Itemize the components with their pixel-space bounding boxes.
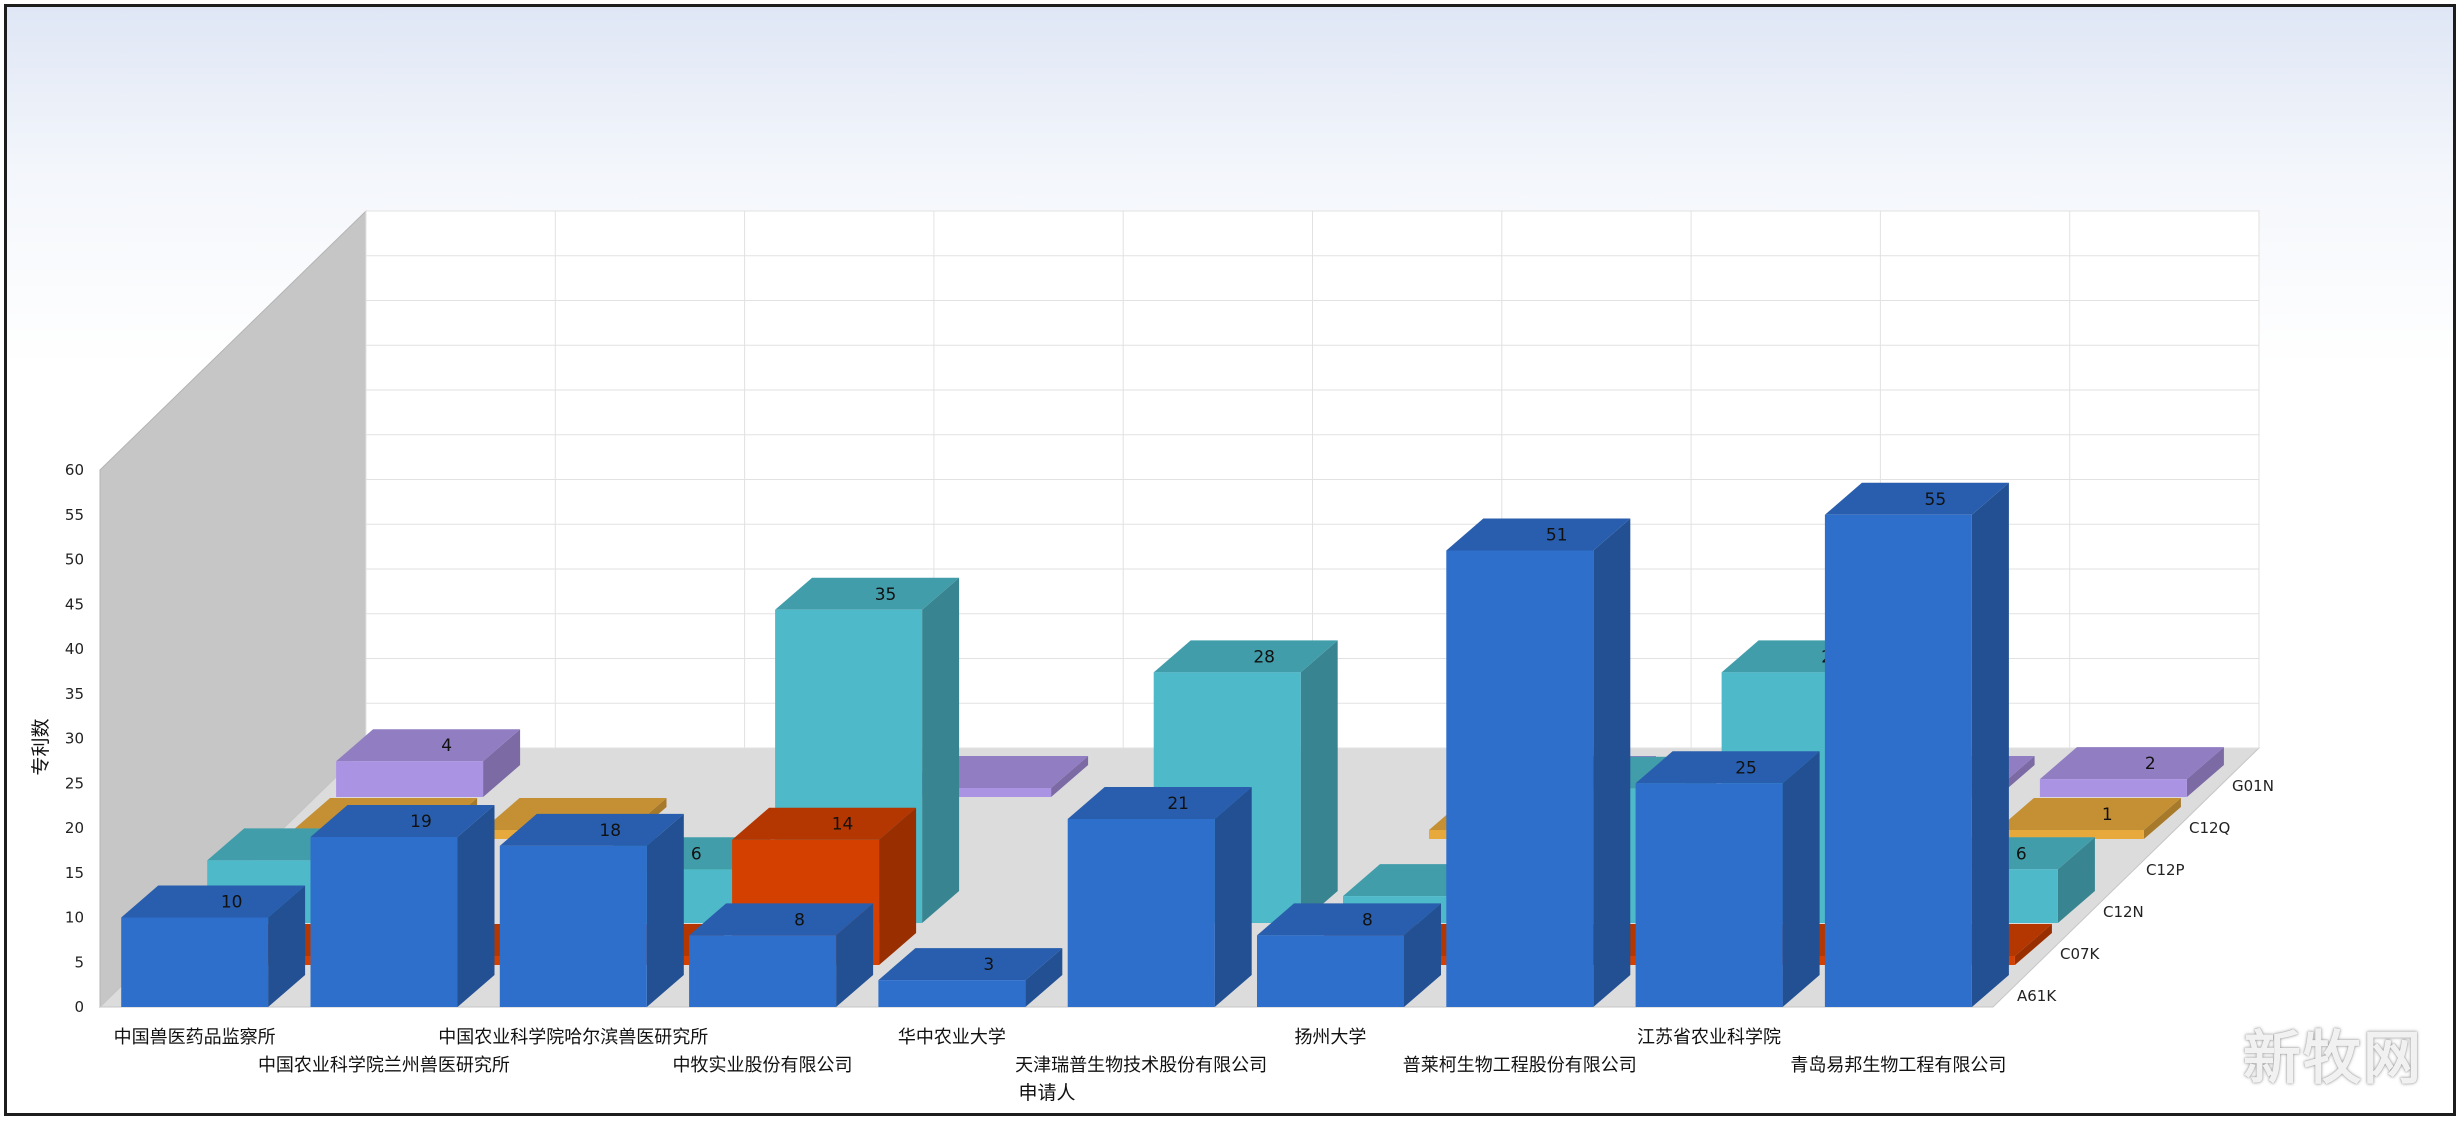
y-tick-label: 15 xyxy=(65,864,84,882)
bar-value-label: 6 xyxy=(2016,844,2027,864)
y-tick-label: 25 xyxy=(65,774,84,792)
y-tick-label: 10 xyxy=(65,909,84,927)
bars: 4211176352832861410191883218512555 xyxy=(121,482,2224,1007)
bar-value-label: 51 xyxy=(1546,526,1568,546)
category-label: 青岛易邦生物工程有限公司 xyxy=(1790,1055,2006,1076)
bar-value-label: 3 xyxy=(983,955,994,975)
category-label: 华中农业大学 xyxy=(898,1027,1006,1048)
category-label: 江苏省农业科学院 xyxy=(1637,1027,1781,1048)
series-label-G01N: G01N xyxy=(2232,777,2274,795)
bar-value-label: 10 xyxy=(221,893,243,913)
y-axis-title: 专利数 xyxy=(30,718,52,775)
bar-value-label: 8 xyxy=(794,910,805,930)
category-label: 中国农业科学院兰州兽医研究所 xyxy=(258,1055,510,1076)
category-label: 普莱柯生物工程股份有限公司 xyxy=(1403,1055,1637,1076)
series-label-C12Q: C12Q xyxy=(2189,819,2230,837)
y-tick-label: 0 xyxy=(74,998,84,1016)
bar-value-label: 21 xyxy=(1167,794,1189,814)
bar-G01N-9: 2 xyxy=(2039,747,2224,797)
bar-value-label: 8 xyxy=(1362,910,1373,930)
bar-A61K-3: 8 xyxy=(689,903,874,1007)
bar-value-label: 6 xyxy=(691,844,702,864)
bar-A61K-1: 19 xyxy=(310,805,495,1007)
y-tick-label: 30 xyxy=(65,730,84,748)
bar-A61K-6: 8 xyxy=(1257,903,1441,1007)
y-axis-ticks: 0 5 10 15 20 25 30 35 40 45 50 55 60 xyxy=(65,461,84,1016)
watermark: 新牧网 xyxy=(2242,1024,2423,1092)
bar-A61K-4: 3 xyxy=(878,948,1063,1007)
bar-value-label: 19 xyxy=(410,812,432,832)
bar-A61K-8: 25 xyxy=(1635,751,1820,1007)
bar-value-label: 35 xyxy=(875,585,897,605)
category-label: 天津瑞普生物技术股份有限公司 xyxy=(1015,1055,1267,1076)
y-tick-label: 45 xyxy=(65,595,84,613)
y-tick-label: 5 xyxy=(74,953,84,971)
bar-A61K-2: 18 xyxy=(499,813,684,1007)
bar-value-label: 25 xyxy=(1735,758,1757,778)
series-axis-labels: A61K C07K C12N C12P C12Q G01N xyxy=(2017,777,2274,1005)
category-label: 中国兽医药品监察所 xyxy=(114,1027,276,1048)
y-tick-label: 55 xyxy=(65,506,84,524)
category-label: 中国农业科学院哈尔滨兽医研究所 xyxy=(438,1027,708,1048)
y-tick-label: 20 xyxy=(65,819,84,837)
bar-value-label: 28 xyxy=(1253,647,1275,667)
y-tick-label: 60 xyxy=(65,461,84,479)
category-label: 扬州大学 xyxy=(1294,1027,1366,1048)
y-tick-label: 50 xyxy=(65,551,84,569)
bar-A61K-5: 21 xyxy=(1067,787,1252,1007)
series-label-A61K: A61K xyxy=(2017,987,2057,1005)
bar-value-label: 55 xyxy=(1925,490,1947,510)
bar-value-label: 18 xyxy=(599,821,621,841)
bar-G01N-0: 4 xyxy=(336,729,521,797)
bar-C12Q-9: 1 xyxy=(1996,798,2181,839)
series-label-C12N: C12N xyxy=(2103,903,2144,921)
series-label-C12P: C12P xyxy=(2146,861,2185,879)
bar-A61K-9: 55 xyxy=(1824,482,2009,1007)
bar-value-label: 14 xyxy=(832,815,854,835)
y-tick-label: 40 xyxy=(65,640,84,658)
bar-A61K-7: 51 xyxy=(1446,518,1631,1007)
bar-A61K-0: 10 xyxy=(121,885,306,1007)
x-axis-title: 申请人 xyxy=(1018,1082,1075,1104)
bar-value-label: 1 xyxy=(2102,805,2113,825)
y-tick-label: 35 xyxy=(65,685,84,703)
series-label-C07K: C07K xyxy=(2060,945,2101,963)
bar-value-label: 2 xyxy=(2145,754,2156,774)
bar-value-label: 4 xyxy=(441,736,452,756)
category-label: 中牧实业股份有限公司 xyxy=(673,1055,853,1076)
